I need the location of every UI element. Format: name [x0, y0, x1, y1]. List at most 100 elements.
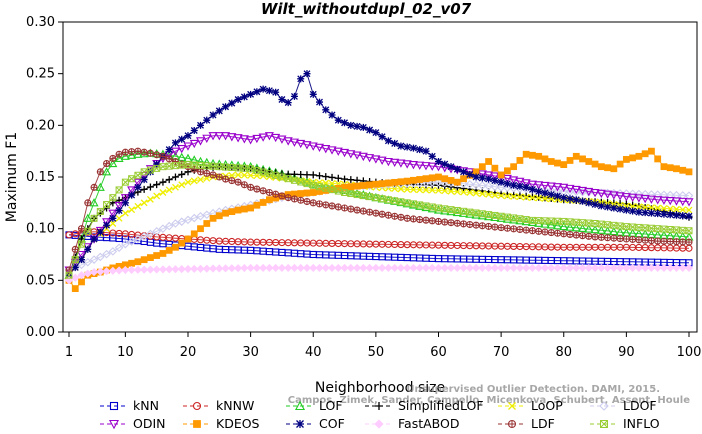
data-point — [672, 238, 681, 246]
data-point — [671, 197, 682, 206]
data-point — [634, 194, 644, 203]
data-point — [659, 190, 669, 200]
data-point — [309, 171, 317, 179]
data-point — [484, 171, 494, 180]
data-point — [497, 171, 505, 179]
data-point — [540, 263, 550, 272]
data-point — [309, 263, 318, 272]
data-point — [303, 171, 311, 179]
data-point — [604, 203, 612, 211]
data-point — [616, 235, 624, 243]
data-point — [253, 185, 261, 193]
data-point — [178, 239, 186, 247]
data-point — [121, 178, 129, 186]
data-point — [472, 221, 480, 229]
data-point — [347, 205, 355, 213]
data-point — [128, 259, 136, 267]
data-point — [547, 191, 555, 199]
data-point — [240, 263, 249, 273]
data-point — [189, 213, 199, 223]
data-point — [416, 186, 424, 194]
data-point — [240, 205, 248, 213]
data-point — [146, 183, 154, 191]
data-point — [365, 154, 375, 163]
data-point — [653, 190, 662, 199]
data-point — [472, 189, 480, 197]
legend-marker — [599, 401, 609, 411]
data-point — [673, 165, 680, 173]
data-point — [302, 141, 312, 150]
data-point — [84, 227, 92, 235]
data-point — [591, 160, 599, 168]
data-point — [502, 174, 512, 184]
data-point — [153, 160, 161, 168]
data-point — [102, 267, 111, 276]
data-point — [460, 175, 467, 183]
legend-item-lof: LOF — [286, 398, 343, 413]
data-point — [234, 264, 243, 273]
data-point — [96, 228, 104, 236]
data-point — [121, 265, 130, 275]
y-tick-label: 0.05 — [26, 273, 55, 288]
data-point — [503, 263, 512, 272]
y-tick-label: 0.25 — [26, 67, 55, 82]
data-point — [96, 168, 104, 176]
data-point — [616, 160, 624, 168]
data-point — [202, 264, 211, 273]
data-point — [183, 215, 193, 225]
data-point — [190, 127, 198, 134]
data-point — [515, 177, 525, 187]
data-point — [559, 183, 569, 193]
data-point — [140, 265, 149, 274]
data-point — [603, 190, 613, 199]
data-point — [522, 192, 530, 200]
data-point — [472, 263, 481, 272]
data-point — [484, 263, 493, 272]
data-point — [547, 158, 555, 165]
data-point — [227, 264, 236, 273]
data-point — [71, 256, 79, 264]
series-kdeos — [65, 147, 693, 293]
data-point — [65, 271, 73, 279]
data-point — [172, 243, 179, 251]
data-point — [109, 214, 117, 222]
series-cof — [65, 70, 693, 279]
data-point — [309, 90, 317, 98]
data-point — [172, 183, 179, 191]
data-point — [171, 157, 180, 166]
data-point — [597, 233, 605, 241]
data-point — [647, 237, 655, 245]
data-point — [177, 217, 187, 226]
data-point — [397, 213, 405, 221]
data-point — [197, 225, 204, 233]
data-point — [103, 201, 111, 209]
data-point — [228, 177, 236, 185]
data-point — [428, 186, 436, 194]
data-point — [434, 158, 442, 165]
data-point — [635, 152, 643, 160]
data-point — [184, 132, 192, 140]
data-point — [547, 263, 556, 272]
data-point — [347, 183, 355, 191]
data-point — [90, 235, 98, 243]
data-point — [96, 267, 105, 276]
data-point — [252, 263, 261, 272]
data-point — [334, 263, 343, 272]
data-point — [83, 269, 92, 278]
data-point — [522, 150, 530, 158]
data-point — [477, 170, 487, 179]
data-point — [114, 153, 124, 162]
legend-marker — [374, 419, 384, 429]
data-point — [459, 179, 468, 189]
data-point — [152, 265, 161, 274]
data-point — [409, 215, 417, 223]
data-point — [327, 263, 337, 272]
data-point — [672, 190, 681, 200]
legend-marker — [600, 420, 608, 428]
data-point — [322, 201, 330, 209]
data-point — [428, 203, 436, 211]
data-point — [616, 263, 625, 272]
data-point — [628, 263, 637, 272]
legend-label: LOF — [319, 398, 343, 413]
data-point — [190, 230, 198, 238]
